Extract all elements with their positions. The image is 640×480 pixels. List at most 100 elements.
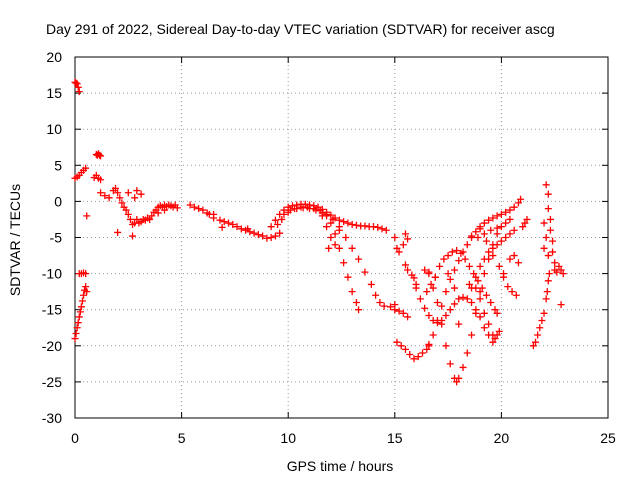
- data-point: [404, 266, 412, 274]
- data-point: [369, 223, 377, 231]
- data-point: [544, 277, 552, 285]
- data-point: [229, 221, 237, 229]
- data-point: [316, 207, 324, 215]
- data-point: [442, 342, 450, 350]
- data-point: [457, 249, 465, 257]
- data-point: [342, 234, 350, 241]
- data-point: [474, 277, 482, 285]
- data-point: [459, 293, 467, 301]
- data-point: [380, 302, 388, 310]
- data-point: [186, 201, 194, 209]
- data-point: [544, 252, 552, 260]
- data-point: [497, 210, 505, 218]
- data-point: [401, 261, 409, 269]
- data-point: [455, 374, 463, 382]
- data-point: [352, 221, 360, 229]
- data-point: [544, 190, 552, 198]
- data-point: [544, 205, 552, 213]
- x-tick-label: 0: [71, 430, 79, 446]
- data-point: [429, 331, 437, 339]
- data-point: [410, 274, 418, 282]
- data-point: [502, 234, 510, 241]
- data-point: [118, 199, 126, 207]
- y-tick-label: 10: [46, 121, 62, 137]
- x-tick-label: 25: [600, 430, 616, 446]
- data-point: [425, 268, 433, 276]
- data-point: [399, 241, 407, 249]
- data-point: [72, 330, 80, 338]
- data-point: [549, 237, 557, 245]
- data-point: [555, 262, 563, 270]
- data-point: [480, 324, 488, 332]
- data-point: [148, 212, 156, 220]
- data-point: [463, 295, 471, 303]
- data-point: [401, 345, 409, 353]
- data-point: [340, 259, 348, 267]
- data-point: [112, 184, 120, 192]
- data-point: [487, 226, 495, 234]
- data-point: [508, 288, 516, 296]
- data-point: [97, 176, 105, 184]
- data-point: [259, 232, 267, 240]
- data-point: [318, 212, 326, 220]
- data-point: [76, 308, 84, 316]
- data-point: [274, 221, 282, 229]
- x-tick-label: 20: [494, 430, 510, 446]
- data-point: [331, 241, 339, 249]
- data-point: [374, 223, 382, 231]
- data-point: [423, 345, 431, 353]
- data-point: [433, 298, 441, 306]
- data-point: [478, 284, 486, 292]
- data-point: [406, 350, 414, 358]
- data-point: [476, 262, 484, 270]
- data-point: [97, 152, 105, 160]
- data-point: [506, 255, 514, 263]
- data-point: [506, 206, 514, 214]
- data-point: [491, 335, 499, 343]
- x-tick-label: 15: [387, 430, 403, 446]
- data-point: [455, 257, 463, 265]
- data-point: [493, 212, 501, 220]
- data-point: [225, 219, 233, 227]
- data-point: [495, 327, 503, 335]
- data-point: [352, 298, 360, 306]
- data-point: [455, 320, 463, 328]
- data-point: [480, 309, 488, 317]
- data-point: [75, 313, 83, 321]
- data-point: [427, 280, 435, 288]
- data-point: [549, 248, 557, 256]
- data-point: [195, 205, 203, 213]
- y-tick-label: 20: [46, 49, 62, 65]
- data-point: [327, 211, 335, 219]
- data-point: [474, 234, 482, 241]
- y-tick-label: -15: [42, 302, 62, 318]
- data-point: [414, 353, 422, 361]
- data-point: [461, 255, 469, 263]
- data-point: [254, 231, 262, 239]
- data-point: [557, 301, 565, 309]
- data-point: [489, 214, 497, 222]
- data-point: [472, 228, 480, 236]
- data-point: [216, 216, 224, 224]
- data-point: [463, 241, 471, 249]
- data-point: [399, 309, 407, 317]
- data-point: [542, 234, 550, 241]
- data-point: [442, 311, 450, 319]
- data-point: [210, 214, 218, 222]
- data-point: [327, 234, 335, 241]
- data-point: [72, 79, 80, 87]
- y-tick-label: -25: [42, 374, 62, 390]
- x-tick-label: 10: [280, 430, 296, 446]
- data-point: [327, 219, 335, 227]
- data-point: [378, 225, 386, 233]
- data-point: [438, 302, 446, 310]
- data-point: [529, 342, 537, 350]
- data-point: [372, 291, 380, 299]
- data-point: [348, 221, 356, 229]
- data-point: [154, 209, 162, 217]
- data-point: [510, 203, 518, 211]
- data-point: [218, 223, 226, 231]
- y-tick-label: -20: [42, 338, 62, 354]
- data-point: [250, 229, 258, 237]
- data-point: [404, 235, 412, 243]
